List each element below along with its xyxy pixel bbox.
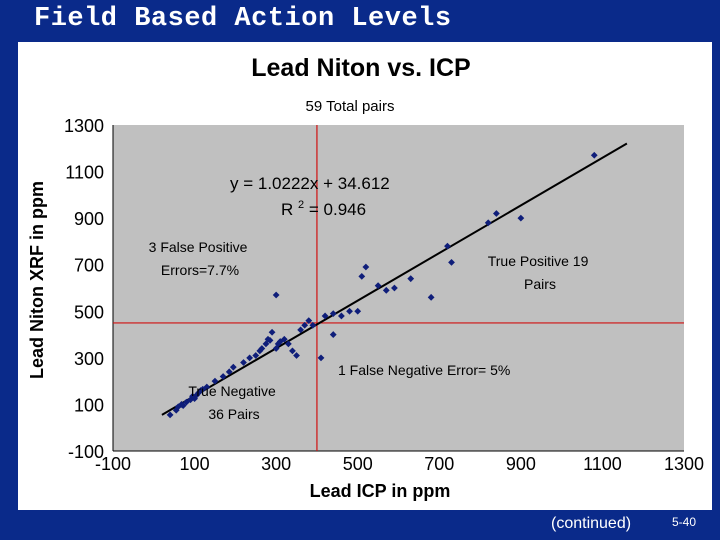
chart-subtitle: 59 Total pairs (306, 98, 395, 115)
y-tick-label: 900 (74, 209, 104, 229)
data-point (354, 307, 362, 315)
true-positive-annotation: True Positive 19 Pairs (488, 253, 593, 292)
x-tick-label: 300 (261, 454, 291, 474)
true-positive-line-2: Pairs (524, 276, 556, 292)
data-point (427, 293, 435, 301)
x-tick-label: 700 (424, 454, 454, 474)
y-tick-label: 700 (74, 256, 104, 276)
data-point (517, 214, 525, 222)
data-point (219, 373, 227, 380)
data-point (448, 258, 455, 266)
scatter-chart: Lead Niton vs. ICP 59 Total pairs -100 10… (27, 54, 704, 501)
false-negative-annotation: 1 False Negative Error= 5% (338, 362, 510, 378)
x-tick-label: 100 (180, 454, 210, 474)
data-point (246, 354, 254, 362)
r-squared-label: R 2 = 0.946 (281, 193, 366, 219)
data-point (407, 275, 415, 283)
x-tick-label: 1300 (664, 454, 704, 474)
data-point (346, 307, 353, 315)
page-number: 5-40 (672, 515, 697, 529)
false-positive-annotation: 3 False Positive Errors=7.7% (149, 239, 252, 278)
data-point (266, 336, 274, 344)
y-tick-label: 100 (74, 395, 104, 415)
r2-sup: 2 (298, 199, 304, 211)
x-tick-label: 900 (506, 454, 536, 474)
data-points (166, 151, 598, 419)
data-point (229, 363, 237, 371)
true-negative-annotation: True Negative 36 Pairs (188, 383, 279, 422)
continued-label: (continued) (551, 515, 632, 532)
y-tick-label: 300 (74, 349, 104, 369)
slide-title: Field Based Action Levels (34, 4, 452, 34)
equation-label: y = 1.0222x + 34.612 (230, 174, 390, 193)
data-point (317, 354, 325, 362)
data-point (280, 335, 288, 343)
chart-panel: Lead Niton vs. ICP 59 Total pairs -100 10… (18, 42, 712, 510)
data-point (284, 340, 292, 348)
y-tick-label: -100 (68, 442, 104, 462)
plot-area (113, 125, 684, 451)
data-point (203, 383, 211, 391)
data-point (252, 352, 260, 359)
y-axis-label: Lead Niton XRF in ppm (27, 181, 47, 379)
data-point (444, 242, 451, 250)
trendline (161, 142, 628, 416)
true-negative-line-2: 36 Pairs (208, 406, 259, 422)
data-point (272, 291, 280, 299)
x-tick-label: 500 (343, 454, 373, 474)
data-point (211, 377, 219, 385)
data-point (492, 210, 500, 217)
data-point (305, 317, 313, 324)
data-point (240, 359, 247, 366)
x-tick-label: 1100 (583, 454, 622, 474)
data-point (293, 352, 300, 359)
data-point (329, 310, 337, 318)
y-tick-label: 1100 (65, 163, 104, 183)
y-tick-labels: -100 100 300 500 700 900 1100 1300 (64, 116, 104, 462)
data-point (382, 286, 390, 294)
true-negative-line-1: True Negative (188, 383, 276, 399)
r2-r: R (281, 200, 293, 219)
chart-title: Lead Niton vs. ICP (251, 54, 470, 82)
data-point (391, 284, 398, 292)
false-positive-line-1: 3 False Positive (149, 239, 248, 255)
x-tick-label: -100 (95, 454, 131, 474)
x-tick-labels: -100 100 300 500 700 900 1100 1300 (95, 454, 704, 474)
r2-value: = 0.946 (309, 200, 366, 219)
data-point (297, 326, 305, 334)
x-axis-label: Lead ICP in ppm (310, 481, 451, 501)
data-point (321, 312, 329, 320)
data-point (309, 321, 317, 329)
y-tick-label: 500 (74, 302, 104, 322)
data-point (484, 219, 492, 227)
data-point (358, 272, 366, 280)
data-point (258, 345, 266, 352)
data-point (225, 368, 233, 376)
data-point (166, 411, 174, 419)
true-positive-line-1: True Positive 19 (488, 253, 589, 269)
y-tick-label: 1300 (64, 116, 104, 136)
false-positive-line-2: Errors=7.7% (161, 262, 239, 278)
